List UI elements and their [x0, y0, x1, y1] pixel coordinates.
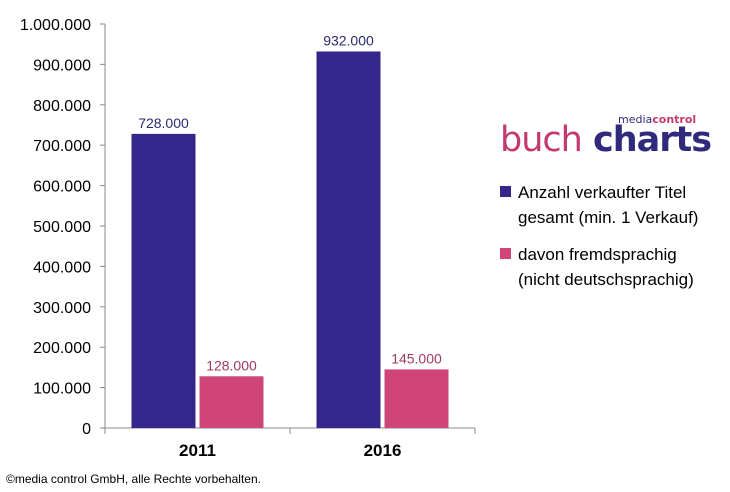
legend-label-total: Anzahl verkaufter Titel gesamt (min. 1 V…: [518, 183, 699, 227]
y-tick-label: 200.000: [33, 340, 91, 357]
copyright-footer: ©media control GmbH, alle Rechte vorbeha…: [6, 472, 261, 486]
data-label: 932.000: [323, 32, 374, 48]
x-axis: 2011 2016: [104, 427, 476, 460]
legend-label-foreign: davon fremdsprachig (nicht deutschsprach…: [518, 245, 694, 289]
bar: [131, 133, 196, 428]
x-tick-label: 2011: [179, 441, 216, 460]
y-tick-label: 1.000.000: [20, 17, 91, 34]
data-label: 145.000: [391, 350, 442, 366]
y-tick-label: 100.000: [33, 381, 91, 398]
logo-control-text: control: [652, 113, 697, 126]
bar: [199, 376, 264, 428]
logo-media-text: media: [618, 113, 653, 126]
y-tick-label: 500.000: [33, 219, 91, 236]
y-tick-label: 0: [82, 421, 91, 438]
bars: [131, 51, 449, 429]
legend-item-foreign: davon fremdsprachig (nicht deutschsprach…: [500, 242, 728, 292]
y-tick-label: 900.000: [33, 57, 91, 74]
legend-item-total: Anzahl verkaufter Titel gesamt (min. 1 V…: [500, 180, 728, 230]
buchcharts-logo: buch mediacontrol charts: [500, 114, 716, 162]
bar: [384, 369, 449, 428]
bar: [316, 51, 381, 429]
legend-swatch-foreign: [500, 248, 511, 259]
data-label: 728.000: [138, 115, 189, 131]
logo-mediacontrol-text: mediacontrol: [618, 114, 696, 126]
y-tick-label: 600.000: [33, 179, 91, 196]
y-tick-label: 400.000: [33, 259, 91, 276]
y-tick-label: 700.000: [33, 138, 91, 155]
x-tick-label: 2016: [364, 441, 402, 460]
y-tick-label: 300.000: [33, 300, 91, 317]
legend: Anzahl verkaufter Titel gesamt (min. 1 V…: [500, 180, 728, 304]
data-label: 128.000: [206, 357, 257, 373]
data-labels: 728.000 128.000 932.000 145.000: [138, 32, 442, 373]
y-axis: 0 100.000 200.000 300.000 400.000 500.000 600.…: [20, 17, 106, 438]
legend-swatch-total: [500, 186, 511, 197]
logo-charts-text: charts: [593, 120, 712, 160]
y-tick-label: 800.000: [33, 98, 91, 115]
logo-buch-text: buch: [500, 120, 583, 160]
